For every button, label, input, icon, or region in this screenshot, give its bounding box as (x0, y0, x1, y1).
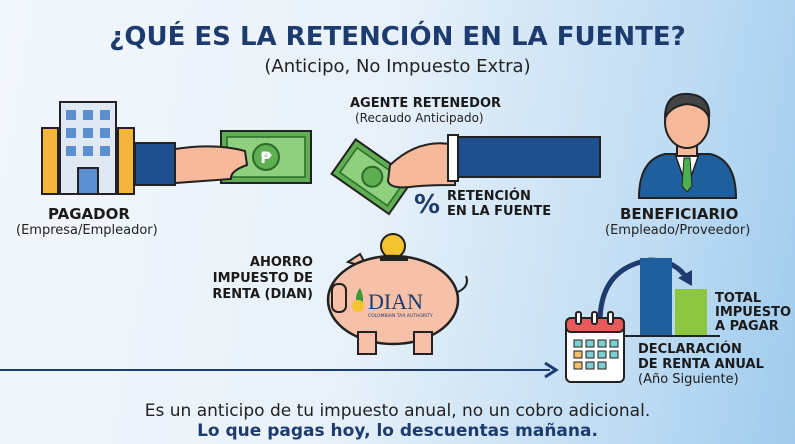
bar-blue (640, 258, 672, 336)
agente-detail: (Recaudo Anticipado) (355, 111, 484, 125)
dian-logo-tagline: COLOMBIAN TAX AUTHORITY (368, 313, 433, 319)
total-line3: A PAGAR (715, 319, 779, 334)
beneficiario-label: BENEFICIARIO (620, 205, 739, 223)
percent-icon: % (414, 190, 441, 220)
ahorro-line1: AHORRO (249, 255, 313, 270)
dian-logo-text: DIAN (368, 289, 423, 314)
footer-line1: Es un anticipo de tu impuesto anual, no … (144, 401, 651, 421)
bar-green (675, 289, 707, 336)
total-line2: IMPUESTO (715, 305, 792, 320)
retencion-line1: RETENCIÓN (447, 189, 531, 204)
declaracion-line1: DECLARACIÓN (638, 342, 742, 357)
ahorro-line2: IMPUESTO DE (212, 271, 313, 286)
hand-giving-money-icon: ₱ (135, 130, 312, 186)
pagador-label: PAGADOR (48, 205, 130, 223)
hand-receiving-money-icon (330, 134, 601, 216)
footer-line2: Lo que pagas hoy, lo descuentas mañana. (197, 421, 598, 441)
page-title: ¿QUÉ ES LA RETENCIÓN EN LA FUENTE? (109, 22, 686, 52)
timeline-arrow (0, 361, 559, 379)
svg-text:₱: ₱ (260, 148, 272, 167)
declaracion-line2: DE RENTA ANUAL (638, 357, 764, 372)
building-icon (41, 101, 135, 195)
pagador-detail: (Empresa/Empleador) (16, 223, 158, 238)
calendar-bars-graphic (565, 257, 720, 383)
total-line1: TOTAL (715, 291, 762, 306)
agente-label: AGENTE RETENEDOR (350, 96, 502, 111)
beneficiario-detail: (Empleado/Proveedor) (605, 223, 751, 238)
ahorro-line3: RENTA (DIAN) (212, 287, 313, 302)
retencion-line2: EN LA FUENTE (447, 204, 552, 219)
beneficiary-person-icon (637, 92, 738, 199)
declaracion-line3: (Año Siguiente) (638, 372, 739, 387)
page-subtitle: (Anticipo, No Impuesto Extra) (264, 56, 531, 77)
piggy-bank-icon: DIAN COLOMBIAN TAX AUTHORITY (326, 233, 468, 355)
